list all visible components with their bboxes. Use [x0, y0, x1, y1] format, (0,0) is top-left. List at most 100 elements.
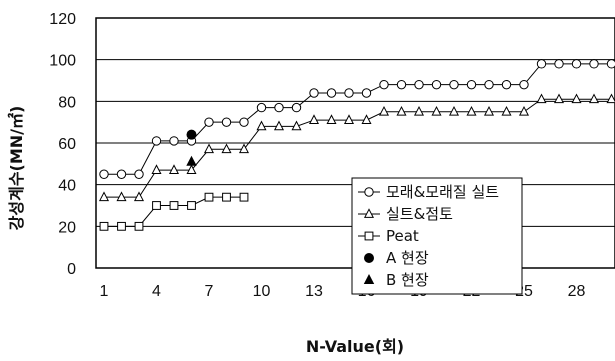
y-tick-label: 0 [67, 261, 76, 278]
triangle-marker [221, 143, 232, 154]
filled-triangle-marker [363, 274, 375, 284]
triangle-marker [483, 105, 495, 116]
x-tick-label: 28 [568, 283, 586, 300]
grid-lines [96, 59, 615, 227]
legend-item: B 현장 [363, 271, 429, 289]
circle-marker [571, 59, 582, 69]
circle-marker [116, 169, 127, 179]
circle-marker [344, 88, 354, 98]
circle-marker [484, 79, 494, 90]
triangle-marker [133, 191, 145, 202]
circle-marker [606, 59, 615, 69]
square-marker [187, 201, 196, 210]
x-tick-label: 7 [205, 283, 214, 300]
circle-marker [309, 88, 319, 98]
legend-item: 모래&모래질 실트 [358, 183, 499, 201]
triangle-marker [588, 93, 600, 104]
series-3 [186, 129, 197, 140]
tick-labels: 02040608010012014710131619222528 [49, 11, 585, 300]
series-2 [99, 192, 249, 231]
square-marker [169, 201, 179, 210]
square-marker [134, 221, 144, 231]
triangle-marker [203, 143, 215, 154]
x-axis-title: N-Value(회) [306, 337, 404, 356]
triangle-marker [186, 164, 197, 174]
triangle-marker [413, 105, 425, 116]
triangle-marker [571, 93, 582, 104]
x-tick-label: 1 [100, 283, 109, 300]
legend-box [351, 177, 523, 295]
triangle-marker [378, 105, 390, 116]
circle-marker [256, 102, 267, 113]
triangle-marker [361, 114, 372, 124]
triangle-marker [291, 120, 302, 131]
circle-marker [274, 102, 284, 113]
circle-marker [379, 79, 389, 90]
legend-label: Peat [386, 227, 419, 245]
legend-label: 실트&점토 [386, 205, 453, 223]
triangle-marker [151, 164, 162, 174]
triangle-marker [326, 114, 337, 124]
triangle-marker [256, 120, 267, 131]
y-tick-label: 60 [58, 136, 76, 153]
triangle-marker [518, 105, 530, 116]
legend-item: Peat [358, 227, 419, 245]
x-tick-label: 4 [152, 283, 161, 300]
y-tick-label: 100 [49, 53, 76, 70]
circle-marker [291, 102, 302, 113]
circle-marker [449, 79, 459, 90]
series-0 [99, 59, 615, 179]
circle-marker [134, 169, 144, 179]
circle-marker [151, 136, 162, 146]
y-tick-label: 120 [49, 11, 76, 28]
circle-marker [169, 136, 179, 146]
circle-marker [501, 79, 512, 90]
triangle-marker [431, 105, 442, 116]
circle-marker [396, 79, 407, 90]
legend-item: 실트&점토 [358, 205, 453, 223]
triangle-marker [363, 208, 375, 218]
square-marker [222, 192, 231, 202]
triangle-marker [448, 105, 460, 116]
square-marker [152, 201, 161, 210]
triangle-marker [168, 164, 180, 174]
circle-marker [221, 117, 232, 127]
triangle-marker [396, 105, 407, 116]
series-layer [98, 59, 615, 231]
circle-marker [414, 79, 424, 90]
circle-marker [554, 59, 564, 69]
circle-marker [361, 88, 372, 98]
triangle-marker [536, 93, 547, 104]
triangle-marker [466, 105, 477, 116]
circle-marker [364, 187, 374, 197]
triangle-marker [308, 114, 320, 124]
series-line [104, 63, 612, 175]
y-axis-title: 강성계수(MN/㎡) [7, 106, 26, 231]
square-marker [117, 221, 126, 231]
triangle-marker [606, 93, 615, 104]
series-4 [186, 155, 197, 166]
square-marker [364, 231, 374, 241]
circle-marker [239, 117, 249, 127]
triangle-marker [238, 143, 250, 154]
legend-item: A 현장 [364, 249, 429, 267]
circle-marker [204, 117, 214, 127]
x-tick-label: 13 [305, 283, 323, 300]
y-tick-label: 20 [58, 219, 76, 236]
triangle-marker [553, 93, 565, 104]
circle-marker [99, 169, 109, 179]
series-1 [98, 93, 615, 202]
y-tick-label: 40 [58, 178, 76, 195]
circle-marker [431, 79, 442, 90]
square-marker [239, 192, 249, 202]
circle-marker [466, 79, 477, 90]
triangle-marker [116, 191, 127, 202]
circle-marker [326, 88, 337, 98]
legend-label: A 현장 [386, 249, 429, 267]
filled-circle-marker [364, 253, 374, 263]
triangle-marker [98, 191, 110, 202]
y-tick-label: 80 [58, 94, 76, 111]
triangle-marker [273, 120, 285, 131]
